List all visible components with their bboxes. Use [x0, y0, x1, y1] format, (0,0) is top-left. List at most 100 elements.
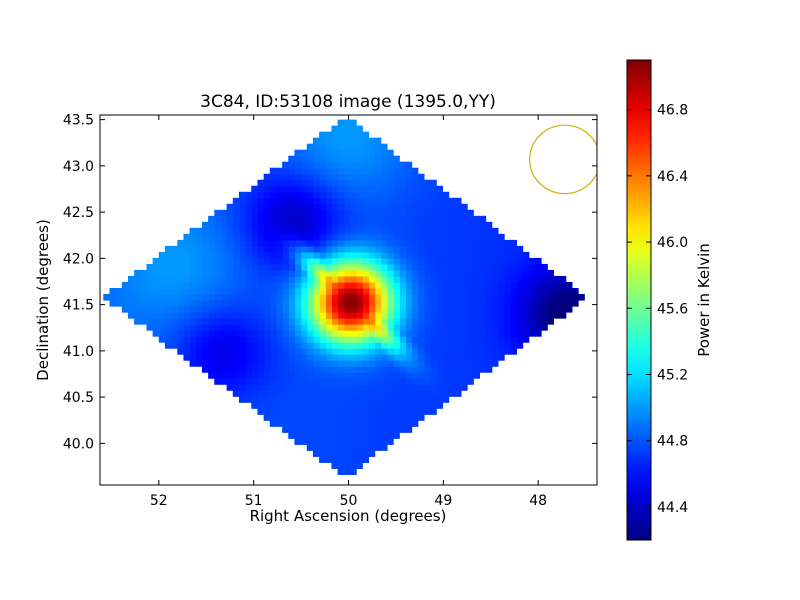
heatmap-cell	[312, 137, 320, 145]
heatmap-cell	[467, 221, 474, 229]
heatmap-cell	[171, 287, 178, 295]
heatmap-cell	[257, 191, 265, 199]
heatmap-cell	[467, 324, 474, 331]
heatmap-cell	[331, 462, 339, 469]
heatmap-cell	[245, 366, 252, 373]
heatmap-cell	[269, 263, 277, 271]
heatmap-cell	[343, 161, 351, 169]
heatmap-cell	[559, 293, 567, 301]
heatmap-cell	[442, 336, 450, 343]
heatmap-cell	[343, 366, 351, 373]
heatmap-cell	[232, 233, 240, 241]
heatmap-cell	[146, 312, 154, 319]
heatmap-cell	[214, 293, 222, 301]
heatmap-cell	[442, 300, 450, 307]
heatmap-cell	[399, 233, 407, 241]
heatmap-cell	[380, 251, 388, 259]
heatmap-cell	[534, 312, 542, 319]
heatmap-cell	[337, 390, 345, 397]
heatmap-cell	[411, 233, 419, 241]
heatmap-cell	[220, 306, 228, 313]
heatmap-cell	[399, 426, 407, 433]
heatmap-cell	[374, 366, 382, 373]
heatmap-cell	[399, 366, 407, 373]
heatmap-cell	[312, 438, 320, 445]
heatmap-cell	[497, 342, 505, 349]
heatmap-cell	[158, 318, 166, 325]
beam-marker-circle	[529, 124, 597, 195]
heatmap-cell	[319, 378, 326, 385]
heatmap-cell	[491, 275, 499, 283]
heatmap-cell	[349, 420, 357, 427]
heatmap-cell	[337, 281, 345, 289]
heatmap-cell	[183, 245, 191, 253]
heatmap-cell	[436, 384, 443, 391]
heatmap-cell	[485, 263, 493, 271]
heatmap-cell	[337, 330, 345, 337]
heatmap-cell	[380, 191, 388, 199]
heatmap-cell	[393, 306, 400, 313]
heatmap-cell	[399, 239, 407, 247]
heatmap-cell	[405, 161, 413, 169]
heatmap-cell	[405, 197, 413, 205]
heatmap-cell	[208, 257, 215, 265]
heatmap-cell	[399, 281, 407, 289]
heatmap-cell	[232, 227, 240, 235]
heatmap-cell	[528, 324, 536, 331]
heatmap-cell	[208, 287, 215, 295]
heatmap-cell	[269, 402, 277, 409]
heatmap-cell	[343, 444, 351, 451]
x-tick-label: 48	[529, 493, 547, 509]
heatmap-cell	[275, 185, 283, 193]
heatmap-cell	[386, 318, 394, 325]
heatmap-cell	[331, 263, 339, 271]
heatmap-cell	[442, 384, 450, 391]
heatmap-cell	[257, 390, 265, 397]
heatmap-cell	[306, 432, 314, 439]
heatmap-cell	[405, 173, 413, 181]
heatmap-cell	[226, 312, 234, 319]
heatmap-cell	[405, 245, 413, 253]
heatmap-cell	[467, 227, 474, 235]
heatmap-cell	[460, 306, 468, 313]
heatmap-cell	[319, 456, 326, 463]
heatmap-cell	[349, 390, 357, 397]
heatmap-cell	[164, 245, 172, 253]
heatmap-cell	[386, 155, 394, 163]
heatmap-cell	[491, 336, 499, 343]
heatmap-cell	[411, 384, 419, 391]
heatmap-cell	[325, 312, 333, 319]
heatmap-cell	[467, 215, 474, 223]
heatmap-cell	[473, 293, 480, 301]
heatmap-cell	[423, 324, 431, 331]
heatmap-cell	[208, 263, 215, 271]
heatmap-cell	[325, 354, 333, 361]
heatmap-cell	[436, 245, 443, 253]
heatmap-cell	[343, 233, 351, 241]
heatmap-cell	[257, 179, 265, 187]
heatmap-cell	[479, 287, 487, 295]
heatmap-cell	[306, 390, 314, 397]
heatmap-cell	[300, 318, 308, 325]
heatmap-cell	[479, 312, 487, 319]
heatmap-cell	[183, 324, 191, 331]
heatmap-cell	[306, 245, 314, 253]
heatmap-cell	[522, 269, 530, 277]
heatmap-cell	[504, 245, 511, 253]
heatmap-cell	[362, 263, 370, 271]
heatmap-cell	[362, 432, 370, 439]
heatmap-cell	[343, 342, 351, 349]
heatmap-cell	[430, 324, 437, 331]
heatmap-cell	[473, 245, 480, 253]
heatmap-cell	[528, 306, 536, 313]
heatmap-cell	[528, 330, 536, 337]
heatmap-cell	[436, 293, 443, 301]
heatmap-cell	[152, 269, 160, 277]
heatmap-cell	[399, 257, 407, 265]
heatmap-cell	[343, 312, 351, 319]
heatmap-cell	[510, 287, 517, 295]
heatmap-cell	[504, 342, 511, 349]
heatmap-cell	[349, 456, 357, 463]
heatmap-cell	[423, 197, 431, 205]
heatmap-cell	[238, 209, 246, 217]
